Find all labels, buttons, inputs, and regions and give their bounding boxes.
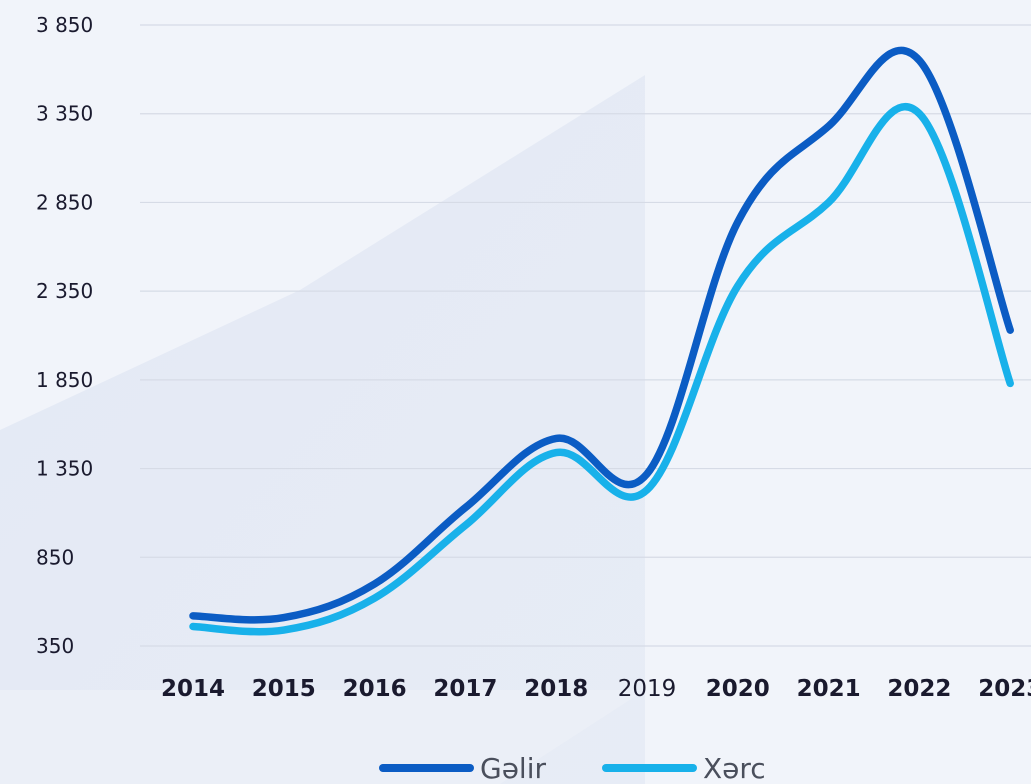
y-tick-label: 1 350 xyxy=(36,457,93,481)
x-axis-ticks: 2014 2015 2016 2017 2018 2019 2020 2021 2022 2023 xyxy=(161,676,1031,702)
y-tick-label: 850 xyxy=(36,545,74,569)
y-tick-label: 3 850 xyxy=(36,13,93,37)
series-line-secondary xyxy=(189,103,1014,636)
x-tick-label: 2021 xyxy=(797,676,861,702)
x-tick-label: 2015 xyxy=(252,676,316,702)
x-tick-label: 2020 xyxy=(706,676,770,702)
x-tick-label: 2014 xyxy=(161,676,225,702)
y-tick-label: 3 350 xyxy=(36,102,93,126)
y-axis-ticks: 3 850 3 350 2 850 2 350 1 850 1 350 850 350 xyxy=(36,13,93,658)
legend-label: Xərc xyxy=(703,752,766,784)
x-tick-label: 2019 xyxy=(618,676,677,702)
background-wedge-shape xyxy=(0,75,645,784)
background-wedge-fade xyxy=(0,690,645,784)
series-lines xyxy=(189,46,1014,636)
series-line-primary xyxy=(189,46,1014,624)
y-tick-label: 350 xyxy=(36,634,74,658)
y-tick-label: 1 850 xyxy=(36,368,93,392)
x-tick-label: 2018 xyxy=(524,676,588,702)
x-tick-label: 2017 xyxy=(433,676,497,702)
y-tick-label: 2 350 xyxy=(36,279,93,303)
x-tick-label: 2016 xyxy=(343,676,407,702)
legend: Gəlir Xərc xyxy=(379,752,766,784)
x-tick-label: 2023 xyxy=(978,676,1031,702)
legend-label: Gəlir xyxy=(480,752,546,784)
y-tick-label: 2 850 xyxy=(36,190,93,214)
x-tick-label: 2022 xyxy=(887,676,951,702)
